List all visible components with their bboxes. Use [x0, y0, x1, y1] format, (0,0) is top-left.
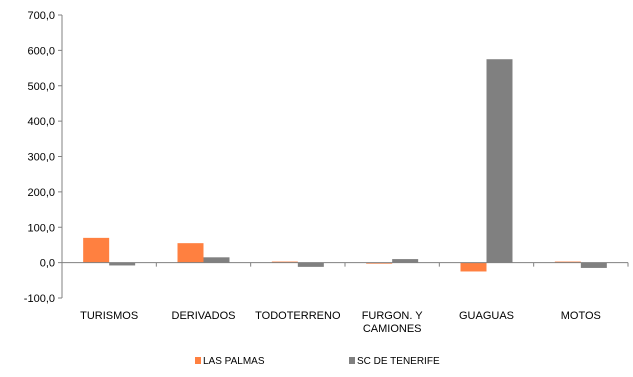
- category-label: TURISMOS: [80, 310, 138, 322]
- category-label: TODOTERRENO: [255, 310, 341, 322]
- legend-label: LAS PALMAS: [203, 356, 265, 367]
- category-label: CAMIONES: [363, 323, 422, 335]
- y-tick-label: 400,0: [27, 116, 55, 128]
- category-label: MOTOS: [561, 310, 601, 322]
- bar-sc-de-tenerife: [392, 259, 419, 263]
- bar-sc-de-tenerife: [486, 59, 513, 263]
- y-tick-label: 0,0: [40, 258, 55, 270]
- category-label: GUAGUAS: [459, 310, 514, 322]
- bar-sc-de-tenerife: [109, 262, 136, 266]
- bar-sc-de-tenerife: [580, 262, 607, 268]
- x-axis: [61, 262, 629, 267]
- y-axis: -100,0 0,0 100,0 200,0 300,0 400,0 500,0 600,0 7…: [24, 10, 63, 305]
- bar-las-palmas: [271, 261, 298, 263]
- category-labels: TURISMOS DERIVADOS TODOTERRENO FURGON. YCAM…: [80, 310, 601, 335]
- legend-label: SC DE TENERIFE: [357, 356, 440, 367]
- y-tick-label: 600,0: [27, 45, 55, 57]
- bar-las-palmas: [177, 243, 204, 263]
- legend: LAS PALMAS SC DE TENERIFE: [195, 356, 440, 367]
- y-tick-label: 200,0: [27, 187, 55, 199]
- legend-swatch: [349, 357, 355, 364]
- category-label: DERIVADOS: [172, 310, 236, 322]
- legend-swatch: [195, 357, 201, 364]
- y-tick-label: -100,0: [24, 293, 55, 305]
- y-tick-label: 100,0: [27, 222, 55, 234]
- y-tick-label: 700,0: [27, 10, 55, 22]
- y-tick-label: 300,0: [27, 152, 55, 164]
- bar-las-palmas: [83, 237, 110, 263]
- y-tick-label: 500,0: [27, 81, 55, 93]
- bar-las-palmas: [366, 262, 393, 264]
- bar-las-palmas: [460, 262, 487, 272]
- bar-sc-de-tenerife: [203, 257, 230, 263]
- bar-las-palmas: [554, 261, 581, 263]
- category-label: FURGON. Y: [362, 310, 424, 322]
- bars: [83, 59, 607, 272]
- bar-sc-de-tenerife: [297, 262, 324, 267]
